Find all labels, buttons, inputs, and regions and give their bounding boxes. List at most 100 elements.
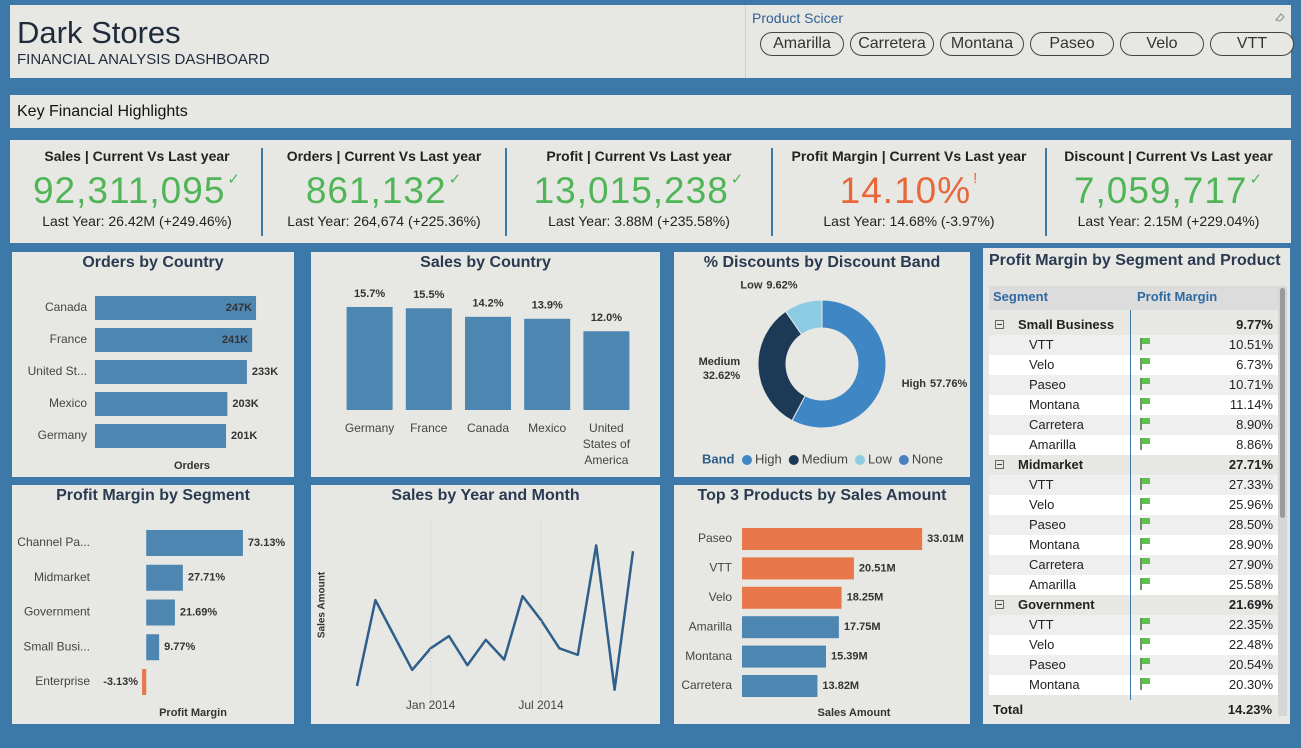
slicer-button[interactable]: Amarilla <box>760 32 844 56</box>
kpi-title: Profit Margin | Current Vs Last year <box>791 148 1027 164</box>
group-row[interactable]: Small Business 9.77% <box>989 315 1278 335</box>
kpi-comparison: Last Year: 3.88M (+235.58%) <box>548 213 730 229</box>
product-name: Montana <box>1029 677 1080 692</box>
y-tick-label: Montana <box>685 649 732 663</box>
product-name: VTT <box>1029 477 1054 492</box>
product-name: Velo <box>1029 637 1055 652</box>
flag-cloth <box>1142 578 1150 584</box>
collapse-icon[interactable] <box>995 460 1004 469</box>
x-axis-label: Sales Amount <box>818 707 891 719</box>
table-row: Paseo 20.54% <box>989 655 1278 675</box>
group-name: Government <box>1018 597 1095 612</box>
bar <box>346 306 393 410</box>
product-value: 27.33% <box>1228 477 1273 492</box>
bar <box>742 557 854 580</box>
collapse-bar <box>997 604 1002 605</box>
bar <box>405 308 452 410</box>
scrollbar[interactable] <box>1278 286 1287 716</box>
y-tick-label: Channel Pa... <box>17 535 90 549</box>
slicer-button[interactable]: Velo <box>1120 32 1204 56</box>
collapse-bar <box>997 324 1002 325</box>
y-tick-label: Government <box>24 605 91 619</box>
y-tick-label: United St... <box>28 364 87 378</box>
data-label: 15.7% <box>354 288 385 300</box>
y-tick-label: Enterprise <box>35 674 90 688</box>
collapse-icon[interactable] <box>995 600 1004 609</box>
product-value: 25.96% <box>1228 497 1273 512</box>
legend-label: Low <box>868 451 892 466</box>
orders-by-country-chart: Orders by Country Canada 247K France 241K Uni… <box>12 252 294 477</box>
kpi-value-text: 861,132 <box>305 170 447 211</box>
legend-label: High <box>755 451 782 466</box>
total-row: Total 14.23% <box>989 700 1278 720</box>
x-tick-label: Jul 2014 <box>518 698 564 712</box>
data-label: 13.9% <box>532 300 563 312</box>
data-label-category: Low <box>740 280 762 292</box>
table-header: Segment Profit Margin <box>989 286 1278 310</box>
y-axis-label: Sales Amount <box>317 571 328 638</box>
product-name: VTT <box>1029 337 1054 352</box>
data-label-value: 32.62% <box>703 370 741 382</box>
profit-margin-segment-chart: Profit Margin by Segment Channel Pa... 73.… <box>12 485 294 724</box>
product-name: Paseo <box>1029 377 1066 392</box>
x-tick-label: United States of America <box>582 421 631 467</box>
kpi-value: 7,059,717 ✓ <box>1046 170 1291 212</box>
collapse-icon[interactable] <box>995 320 1004 329</box>
group-value: 27.71% <box>1228 457 1273 472</box>
status-flag <box>1140 638 1150 650</box>
kpi-divider <box>771 148 773 236</box>
y-tick-label: Velo <box>709 590 733 604</box>
kpi-value: 13,015,238 ✓ <box>506 170 772 212</box>
flag-cloth <box>1142 678 1150 684</box>
chart-title: Orders by Country <box>82 254 223 271</box>
y-tick-label: Amarilla <box>689 619 733 633</box>
status-flag <box>1140 518 1150 530</box>
data-label: 33.01M <box>927 533 964 545</box>
slicer-button[interactable]: Carretera <box>850 32 934 56</box>
flag-cloth <box>1142 378 1150 384</box>
top-products-chart: Top 3 Products by Sales Amount Paseo 33.01… <box>674 485 970 724</box>
status-flag <box>1140 338 1150 350</box>
slicer-button[interactable]: Montana <box>940 32 1024 56</box>
header-panel: Dark Stores FINANCIAL ANALYSIS DASHBOARD… <box>10 5 1294 78</box>
table-title: Profit Margin by Segment and Product <box>989 252 1281 269</box>
data-label: 13.82M <box>822 680 859 692</box>
flag-cloth <box>1142 558 1150 564</box>
table-row: Amarilla 8.86% <box>989 435 1278 455</box>
product-name: Amarilla <box>1029 577 1076 592</box>
product-name: Velo <box>1029 497 1055 512</box>
data-label: 14.2% <box>472 298 503 310</box>
x-tick-label-box: United States of America <box>582 421 631 467</box>
group-row[interactable]: Midmarket 27.71% <box>989 455 1278 475</box>
column-header[interactable]: Profit Margin <box>1137 289 1218 304</box>
x-axis-label: Orders <box>174 460 210 472</box>
bar <box>146 530 243 556</box>
status-flag <box>1140 378 1150 390</box>
group-row[interactable]: Government 21.69% <box>989 595 1278 615</box>
slicer-button[interactable]: VTT <box>1210 32 1294 56</box>
kpi-title: Profit | Current Vs Last year <box>546 148 732 164</box>
status-flag <box>1140 358 1150 370</box>
product-value: 28.50% <box>1228 517 1273 532</box>
y-tick-label: Paseo <box>698 531 732 545</box>
bar <box>742 645 826 668</box>
product-value: 11.14% <box>1229 397 1273 412</box>
legend-title: Band <box>702 451 735 466</box>
product-value: 8.86% <box>1236 437 1273 452</box>
data-label: -3.13% <box>103 676 138 688</box>
flag-cloth <box>1142 478 1150 484</box>
kpi-title: Sales | Current Vs Last year <box>44 148 230 164</box>
slicer-button[interactable]: Paseo <box>1030 32 1114 56</box>
group-value: 9.77% <box>1236 317 1273 332</box>
donut-slice <box>784 299 823 336</box>
y-tick-label: Canada <box>45 300 87 314</box>
column-header[interactable]: Segment <box>993 289 1048 304</box>
table-row: Paseo 28.50% <box>989 515 1278 535</box>
flag-cloth <box>1142 518 1150 524</box>
status-flag <box>1140 478 1150 490</box>
flag-cloth <box>1142 618 1150 624</box>
column-divider <box>1130 310 1131 720</box>
kpi-value-text: 92,311,095 <box>32 170 226 211</box>
clear-icon[interactable] <box>1274 11 1286 23</box>
